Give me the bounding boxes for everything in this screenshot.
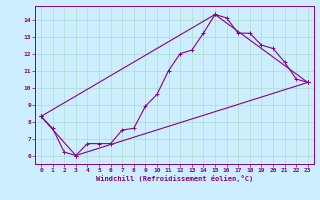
X-axis label: Windchill (Refroidissement éolien,°C): Windchill (Refroidissement éolien,°C) [96, 175, 253, 182]
